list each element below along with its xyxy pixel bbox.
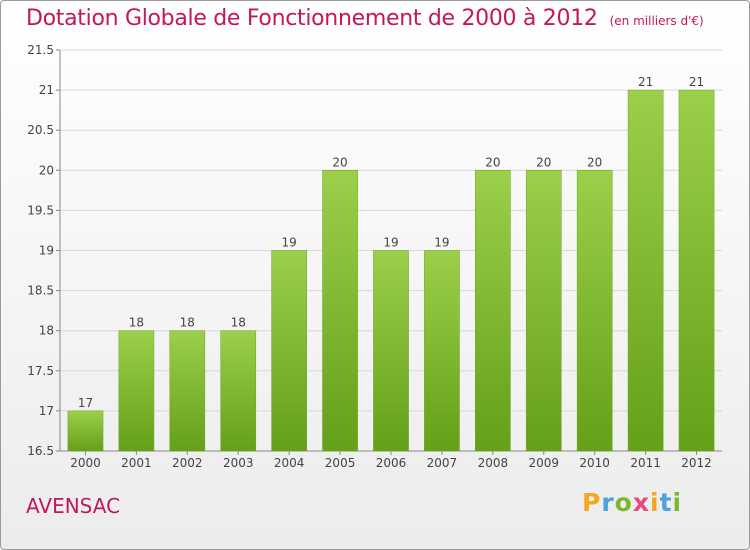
bar-value-label: 18 [231,316,246,330]
unit-note: (en milliers d'€) [609,14,704,28]
x-tick-label: 2003 [223,456,254,470]
bars [67,89,715,452]
bar-value-label: 20 [536,155,551,169]
proxiti-logo[interactable]: Proxiti [582,488,682,517]
logo-letter: P [582,488,602,517]
bar-value-label: 20 [332,155,347,169]
y-tick-label: 19 [39,244,54,258]
bar-value-label: 18 [180,316,195,330]
y-axis-ticks: 16.5 17 17.5 18 18.5 19 19.5 20 20.5 21 21.5 [27,43,60,458]
y-tick-label: 18 [39,324,54,338]
x-tick-label: 2012 [681,456,712,470]
x-tick-label: 2007 [427,456,458,470]
bar-value-label: 19 [383,236,398,250]
bar-value-label: 19 [434,236,449,250]
bar [678,89,715,452]
bar [67,410,104,452]
bar-value-label: 19 [282,236,297,250]
bar-value-label: 21 [638,75,653,89]
bar [627,89,664,452]
bar [475,170,511,452]
x-tick-label: 2008 [478,456,509,470]
logo-letter: x [632,488,650,517]
y-tick-label: 20.5 [27,123,54,137]
x-tick-label: 2000 [70,456,101,470]
y-tick-label: 21 [39,83,54,97]
bar-value-label: 20 [485,155,500,169]
bar [424,250,460,452]
bar [373,250,409,452]
bar [220,330,257,452]
x-tick-label: 2002 [172,456,203,470]
y-tick-label: 16.5 [27,444,54,458]
bar [525,170,562,452]
bar-value-label: 17 [78,396,93,410]
bar-value-label: 21 [689,75,704,89]
y-tick-label: 21.5 [27,43,54,57]
x-tick-label: 2005 [325,456,356,470]
bar [322,170,358,452]
value-labels: 17 18 18 18 19 20 19 19 20 20 20 21 21 [78,75,704,410]
y-tick-label: 20 [39,163,54,177]
x-tick-label: 2011 [630,456,661,470]
logo-letter: o [614,488,633,517]
logo-letter: i [672,488,683,517]
y-tick-label: 18.5 [27,284,54,298]
y-tick-label: 17 [39,404,54,418]
bar [576,170,613,452]
logo-letter: i [650,488,660,517]
y-tick-label: 19.5 [27,203,54,217]
title-text: Dotation Globale de Fonctionnement de 20… [26,6,598,31]
bar [271,250,307,452]
chart-title: Dotation Globale de Fonctionnement de 20… [26,6,704,31]
logo-letter: t [659,488,673,517]
place-name: AVENSAC [26,494,121,518]
bar-value-label: 18 [129,316,144,330]
logo-letter: r [601,488,615,517]
x-tick-label: 2004 [274,456,305,470]
x-tick-label: 2010 [579,456,610,470]
bar-value-label: 20 [587,155,602,169]
x-tick-label: 2006 [376,456,407,470]
x-axis-ticks: 2000 2001 2002 2003 2004 2005 2006 2007 2008 2009… [70,451,712,470]
x-tick-label: 2009 [528,456,559,470]
y-tick-label: 17.5 [27,364,54,378]
bar [118,330,155,452]
x-tick-label: 2001 [121,456,152,470]
bar [169,330,206,452]
